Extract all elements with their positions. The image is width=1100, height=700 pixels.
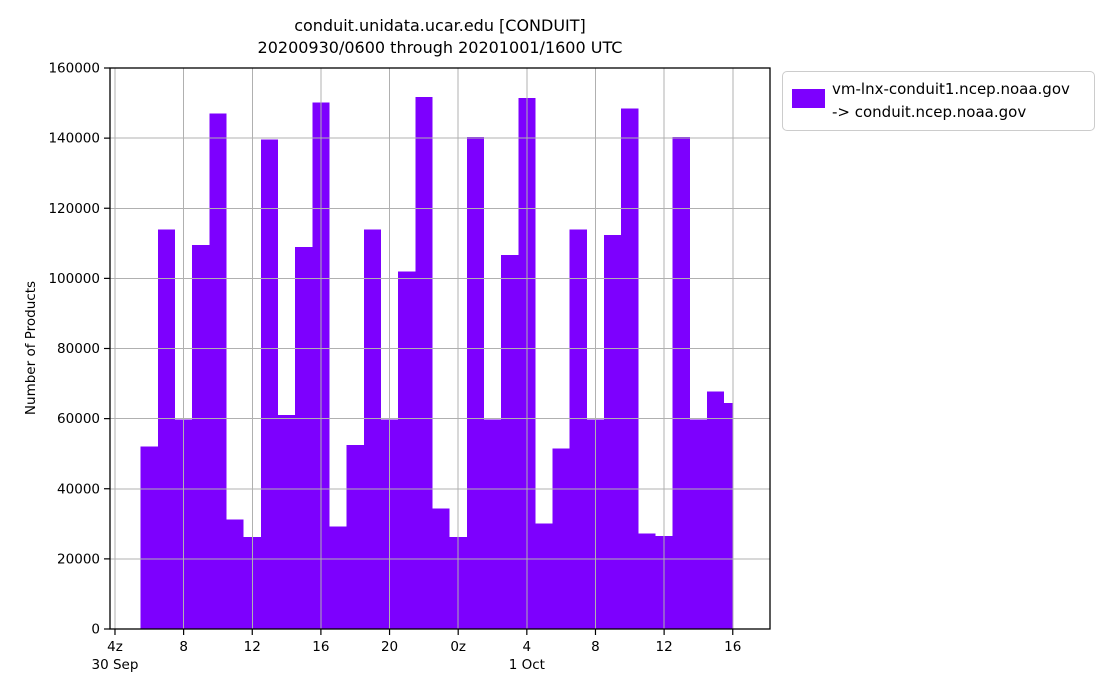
histogram-bar [707, 391, 725, 629]
chart-title-line1: conduit.unidata.ucar.edu [CONDUIT] [294, 16, 586, 35]
x-tick-label: 8 [179, 639, 188, 655]
chart-title-line2: 20200930/0600 through 20201001/1600 UTC [257, 38, 623, 57]
histogram-bar [226, 519, 244, 629]
histogram-bar [604, 234, 622, 629]
x-tick-label: 8 [591, 639, 600, 655]
x-tick-label: 12 [244, 639, 261, 655]
y-axis-label: Number of Products [23, 280, 39, 416]
x-tick-label: 16 [724, 639, 741, 655]
histogram-bar [363, 229, 381, 629]
histogram-bar [346, 444, 364, 629]
histogram-bar [140, 446, 158, 629]
x-tick-label: 12 [656, 639, 673, 655]
histogram-bar [329, 526, 347, 629]
y-tick-label: 80000 [57, 341, 100, 357]
histogram-bar [432, 508, 450, 629]
legend-label-line2: -> conduit.ncep.noaa.gov [832, 103, 1027, 121]
histogram-bar [621, 108, 639, 629]
legend-swatch [792, 89, 825, 108]
histogram-bar [278, 415, 296, 629]
y-tick-label: 120000 [48, 201, 100, 217]
histogram-bar [398, 271, 416, 629]
x-tick-label: 16 [312, 639, 329, 655]
y-tick-label: 0 [91, 622, 100, 638]
legend: vm-lnx-conduit1.ncep.noaa.gov -> conduit… [782, 71, 1095, 131]
y-tick-label: 40000 [57, 481, 100, 497]
y-tick-label: 60000 [57, 411, 100, 427]
y-tick-label: 160000 [48, 61, 100, 77]
chart-title: conduit.unidata.ucar.edu [CONDUIT] 20200… [0, 15, 880, 59]
y-tick-label: 140000 [48, 131, 100, 147]
histogram-bar [209, 113, 227, 629]
histogram-bar [552, 448, 570, 629]
x-tick-label: 20 [381, 639, 398, 655]
histogram-bar [672, 137, 690, 629]
histogram-bar [638, 533, 656, 629]
x-tick-label: 4z [107, 639, 123, 655]
histogram-bar [415, 97, 433, 630]
histogram-bar [569, 229, 587, 629]
histogram-bar [483, 419, 502, 629]
histogram-bar [689, 419, 708, 629]
histogram-bar [535, 523, 553, 629]
legend-label: vm-lnx-conduit1.ncep.noaa.gov -> conduit… [832, 78, 1070, 124]
x-day-label: 30 Sep [92, 657, 139, 673]
x-day-label: 1 Oct [509, 657, 545, 673]
y-tick-label: 100000 [48, 271, 100, 287]
histogram-bar [724, 402, 733, 629]
histogram-bar [466, 137, 484, 629]
histogram-bar [260, 139, 278, 629]
histogram-bar [295, 247, 313, 630]
x-tick-label: 0z [450, 639, 466, 655]
histogram-bar [157, 229, 176, 629]
legend-label-line1: vm-lnx-conduit1.ncep.noaa.gov [832, 80, 1070, 98]
y-tick-label: 20000 [57, 551, 100, 567]
histogram-bar [501, 254, 519, 629]
histogram-bar [192, 245, 210, 629]
x-tick-label: 4 [523, 639, 532, 655]
